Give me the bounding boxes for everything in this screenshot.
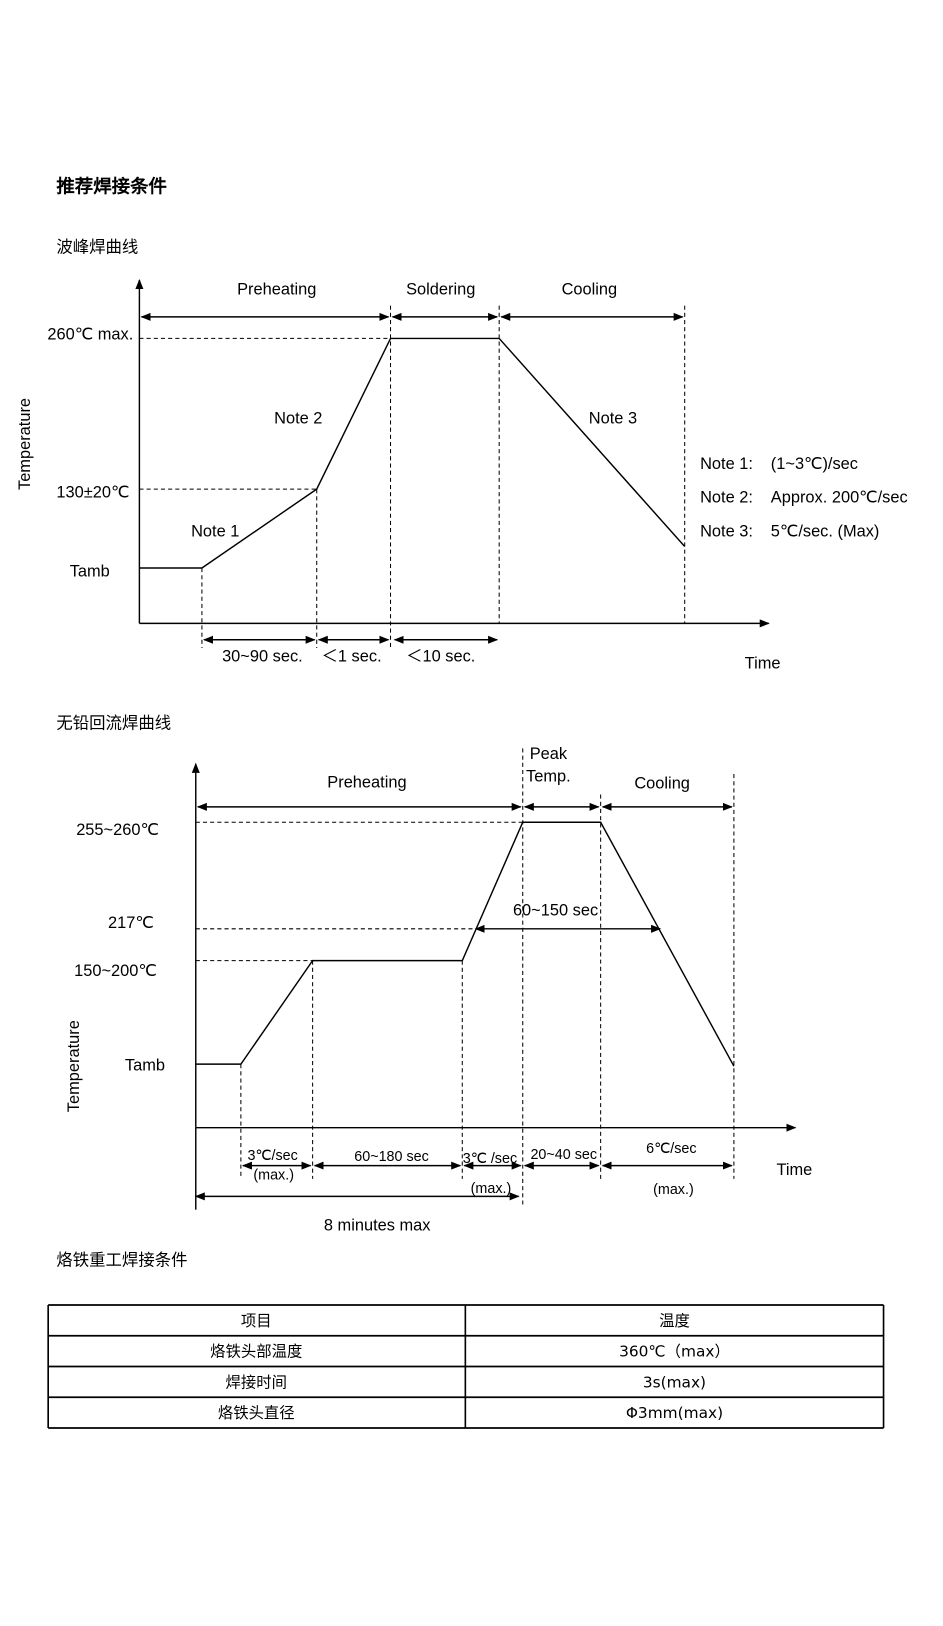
duration-label: ＜1 sec. bbox=[322, 648, 382, 666]
axis-title: Time bbox=[776, 1161, 812, 1179]
duration-label: 60~150 sec bbox=[513, 902, 598, 920]
y-label: Tamb bbox=[70, 562, 110, 580]
segment-label: 6℃/sec bbox=[646, 1141, 696, 1157]
note-text: 5℃/sec. (Max) bbox=[771, 522, 880, 540]
axis-title: Temperature bbox=[16, 398, 34, 490]
y-label: Tamb bbox=[125, 1057, 165, 1075]
profile-curve bbox=[195, 821, 735, 1067]
segment-note: (max.) bbox=[471, 1181, 512, 1197]
note-text: Approx. 200℃/sec bbox=[771, 489, 908, 507]
curve-note: Note 2 bbox=[274, 410, 322, 428]
table-header: 温度 bbox=[659, 1312, 690, 1330]
table-cell: Φ3mm(max) bbox=[626, 1404, 723, 1422]
duration-label: 8 minutes max bbox=[324, 1216, 431, 1234]
y-label: 150~200℃ bbox=[74, 962, 157, 980]
phase-label: Soldering bbox=[406, 281, 475, 299]
note-label: Note 2: bbox=[700, 489, 753, 507]
profile-curve bbox=[139, 337, 686, 569]
table-cell: 360℃（max） bbox=[619, 1343, 730, 1361]
table-cell: 烙铁头部温度 bbox=[210, 1343, 302, 1361]
duration-label: 30~90 sec. bbox=[222, 648, 303, 666]
note-text: (1~3℃)/sec bbox=[771, 455, 858, 473]
section-heading: 无铅回流焊曲线 bbox=[56, 713, 171, 732]
section-heading: 波峰焊曲线 bbox=[56, 238, 138, 257]
curve-note: Note 1 bbox=[191, 522, 239, 540]
phase-label: Preheating bbox=[327, 774, 406, 792]
segment-label: 20~40 sec bbox=[530, 1147, 597, 1163]
y-label: 255~260℃ bbox=[76, 821, 159, 839]
y-label: 217℃ bbox=[108, 914, 154, 932]
phase-label: Temp. bbox=[526, 767, 571, 785]
segment-label: 3℃/sec bbox=[247, 1148, 297, 1164]
axis-title: Time bbox=[745, 655, 781, 673]
phase-label: Preheating bbox=[237, 281, 316, 299]
segment-label: 60~180 sec bbox=[354, 1149, 429, 1165]
note-label: Note 1: bbox=[700, 455, 753, 473]
note-label: Note 3: bbox=[700, 522, 753, 540]
table-cell: 3s(max) bbox=[643, 1373, 706, 1391]
section-heading: 烙铁重工焊接条件 bbox=[56, 1250, 187, 1269]
table-header: 项目 bbox=[241, 1312, 272, 1330]
table-cell: 烙铁头直径 bbox=[218, 1404, 295, 1422]
segment-note: (max.) bbox=[253, 1168, 294, 1184]
curve-note: Note 3 bbox=[589, 410, 637, 428]
duration-label: ＜10 sec. bbox=[406, 648, 475, 666]
phase-label: Cooling bbox=[562, 281, 618, 299]
segment-note: (max.) bbox=[653, 1182, 694, 1198]
phase-label: Cooling bbox=[634, 775, 690, 793]
phase-label: Peak bbox=[530, 745, 568, 763]
y-label: 260℃ max. bbox=[47, 326, 133, 344]
segment-label: 3℃ /sec bbox=[463, 1151, 517, 1167]
table-cell: 焊接时间 bbox=[226, 1373, 287, 1391]
axis-title: Temperature bbox=[65, 1020, 83, 1112]
y-label: 130±20℃ bbox=[56, 484, 129, 502]
title: 推荐焊接条件 bbox=[56, 176, 167, 198]
